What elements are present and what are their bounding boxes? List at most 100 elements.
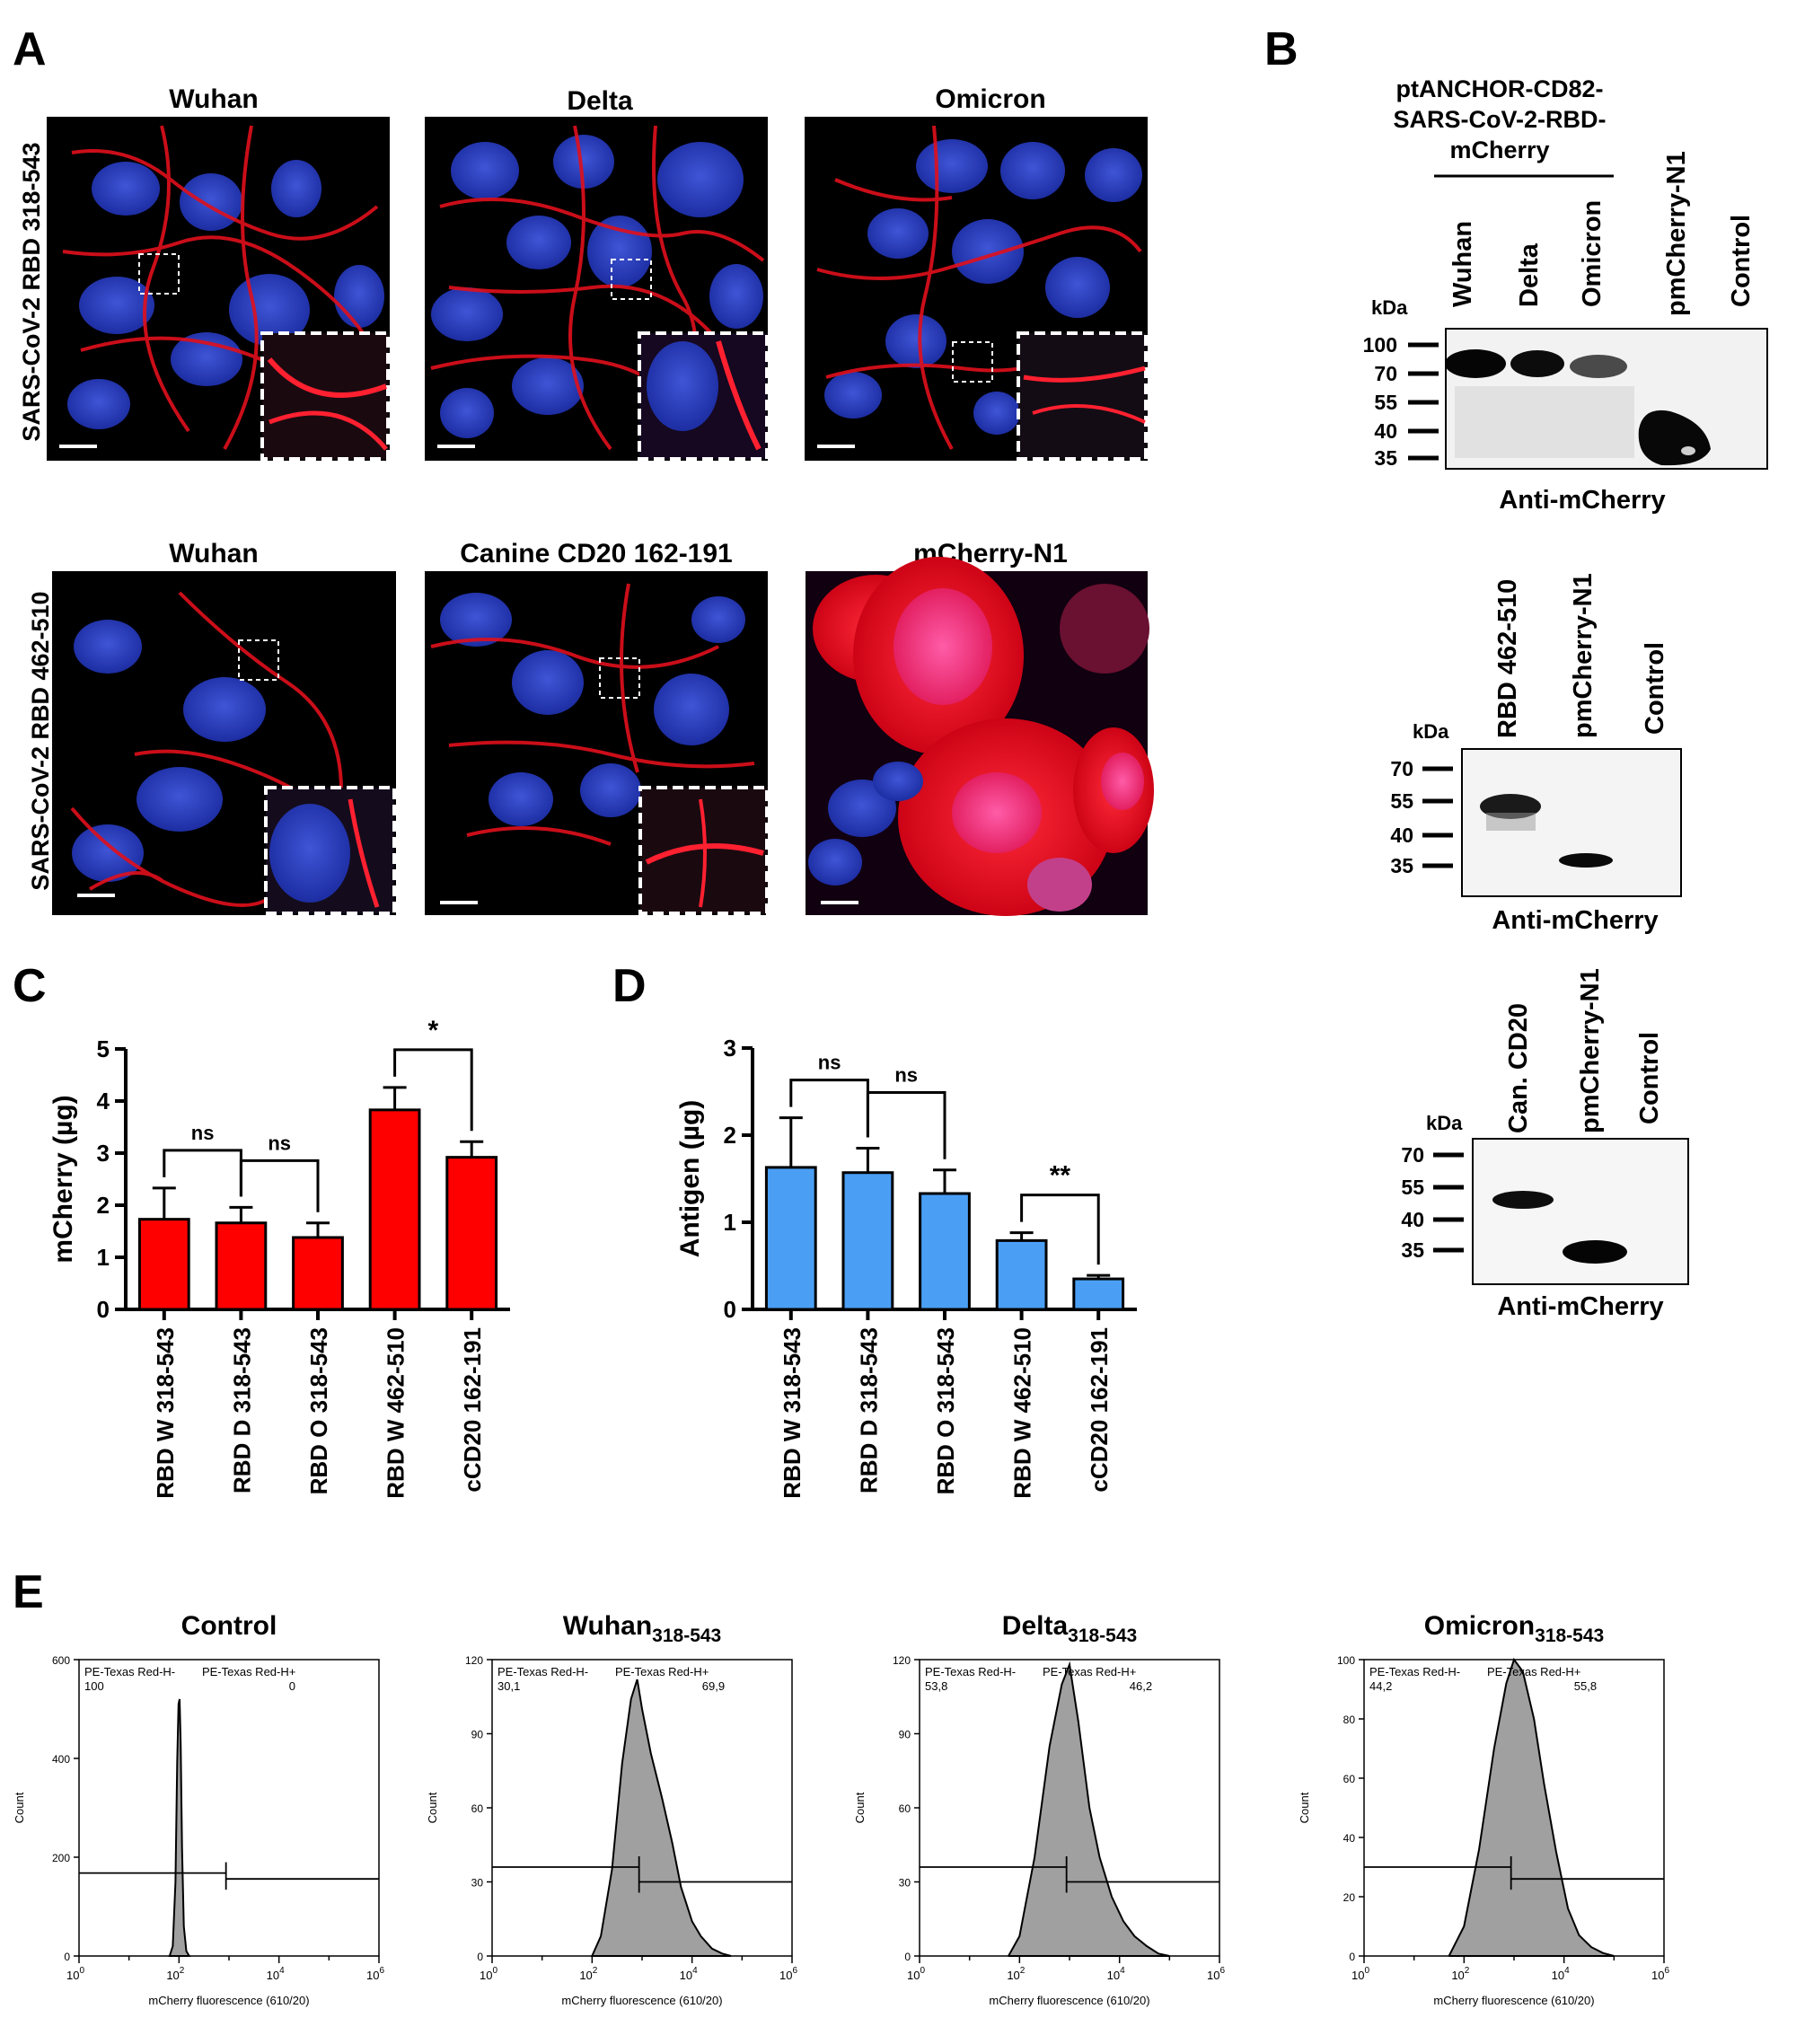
hist-e1-gate-neg-label: PE-Texas Red-H-: [84, 1665, 175, 1678]
hist-e3-gate-neg-label: PE-Texas Red-H-: [925, 1665, 1016, 1678]
panel-label-d: D: [612, 960, 647, 1012]
chart-d-significance-label: **: [1050, 1161, 1071, 1191]
hist-e3-gate-pos-label: PE-Texas Red-H+: [1043, 1665, 1136, 1678]
hist-e3-title-sub: 318-543: [1068, 1626, 1137, 1646]
histogram-wuhan: Wuhan318-543 0 30 60 90 120 100 102 104 106 mCherr…: [426, 1611, 797, 2007]
b1-marker-70: 70: [1374, 362, 1397, 385]
chart-c-significance-bracket: [239, 1159, 320, 1212]
chart-c-ytick-label: 3: [97, 1140, 110, 1167]
hist-e1-gate-pos-label: PE-Texas Red-H+: [202, 1665, 295, 1678]
chart-c-bar: [292, 1236, 344, 1311]
hist-e2-gate-neg-value: 30,1: [497, 1679, 520, 1693]
hist-e3-xtick-label: 106: [1207, 1966, 1225, 1982]
chart-d-significance-bracket: [866, 1091, 946, 1159]
chart-d-category-label: RBD O 318-543: [932, 1327, 959, 1494]
hist-e4-title-main: Omicron: [1424, 1611, 1535, 1641]
hist-e4-title: Omicron318-543: [1424, 1611, 1604, 1646]
hist-e3-title: Delta318-543: [1002, 1611, 1137, 1646]
chart-c-ylabel: mCherry (µg): [48, 1095, 78, 1263]
hist-e4-ytick-label: 0: [1349, 1951, 1355, 1963]
b1-lane-pmcherry: pmCherry-N1: [1662, 151, 1691, 316]
b3-marker-labels: 70 55 40 35: [1401, 1143, 1424, 1262]
hist-e3-histogram-area: [1008, 1661, 1170, 1957]
hist-e3-ytick-label: 30: [899, 1877, 911, 1890]
b3-marker-55: 55: [1401, 1176, 1424, 1199]
hist-e4-xtick-label: 104: [1552, 1966, 1570, 1982]
chart-c-significance-label: ns: [191, 1122, 215, 1144]
b3-membrane: [1472, 1138, 1689, 1285]
micrograph-mcherry-n1: [806, 557, 1154, 916]
hist-e1-xtick-label: 102: [166, 1966, 184, 1982]
chart-c-ytick-label: 5: [97, 1035, 110, 1062]
hist-e4-ytick-label: 20: [1343, 1891, 1356, 1904]
a-title-delta: Delta: [567, 86, 633, 116]
hist-e2-xtick-label: 104: [680, 1966, 698, 1982]
b1-construct-line1: ptANCHOR-CD82-: [1396, 75, 1604, 102]
chart-c-category-label: RBD W 318-543: [152, 1327, 179, 1499]
a-title-omicron: Omicron: [935, 84, 1045, 114]
hist-e2-gate-pos-label: PE-Texas Red-H+: [615, 1665, 709, 1678]
chart-d-category-label: RBD W 318-543: [779, 1327, 806, 1499]
b1-band-wuhan: [1445, 349, 1506, 378]
b1-band-delta: [1510, 350, 1564, 377]
chart-c-category-label: cCD20 162-191: [459, 1327, 486, 1493]
b3-antibody: Anti-mCherry: [1497, 1292, 1663, 1321]
b2-marker-55: 55: [1390, 789, 1413, 813]
hist-e3-ylabel: Count: [853, 1792, 867, 1823]
chart-c-bar: [445, 1156, 498, 1311]
hist-e4-gate-neg-label: PE-Texas Red-H-: [1369, 1665, 1460, 1678]
hist-e4-ytick-label: 100: [1337, 1654, 1355, 1667]
chart-c-bar: [137, 1218, 190, 1311]
b2-lane-pmcherry: pmCherry-N1: [1569, 573, 1598, 738]
hist-e4-histogram-area: [1448, 1657, 1615, 1957]
hist-e4-xtick-label: 106: [1651, 1966, 1669, 1982]
micrograph-wuhan-462: [52, 571, 396, 915]
chart-d-ytick-label: 1: [724, 1209, 736, 1236]
hist-e3-xtick-label: 104: [1107, 1966, 1125, 1982]
hist-e1-ytick-label: 0: [64, 1951, 70, 1963]
hist-e1-ylabel: Count: [13, 1792, 26, 1823]
chart-c-category-label: RBD O 318-543: [305, 1327, 332, 1494]
chart-c-ytick-label: 1: [97, 1244, 110, 1271]
b2-antibody: Anti-mCherry: [1492, 906, 1658, 935]
chart-d-significance-label: ns: [818, 1052, 841, 1074]
hist-e2-ytick-label: 60: [471, 1802, 484, 1815]
micrograph-delta-318: [425, 117, 769, 461]
hist-e3-ytick-label: 90: [899, 1729, 911, 1741]
a-title-wuhan-2: Wuhan: [169, 539, 258, 568]
b2-lane-rbd462: RBD 462-510: [1493, 579, 1522, 738]
hist-e1-title-main: Control: [181, 1611, 277, 1641]
chart-d-bar: [919, 1192, 971, 1311]
b3-lane-pmcherry: pmCherry-N1: [1576, 968, 1605, 1133]
chart-c-significance-bracket: [163, 1149, 242, 1197]
b1-marker-55: 55: [1374, 391, 1397, 414]
hist-e2-xtick-label: 106: [779, 1966, 797, 1982]
b1-construct-line3: mCherry: [1449, 137, 1549, 163]
b1-lane-delta: Delta: [1515, 242, 1544, 307]
chart-c-bar: [215, 1221, 268, 1311]
hist-e1-ytick-label: 400: [52, 1753, 70, 1766]
panel-b: ptANCHOR-CD82- SARS-CoV-2-RBD- mCherry W…: [1363, 75, 1768, 1321]
hist-e3-ytick-label: 120: [893, 1654, 911, 1667]
hist-e1-histogram-area: [168, 1698, 191, 1957]
b1-marker-labels: 100 70 55 40 35: [1363, 333, 1398, 470]
b1-lane-wuhan: Wuhan: [1448, 221, 1477, 307]
chart-d-significance-bracket: [789, 1079, 869, 1138]
hist-e4-title-sub: 318-543: [1535, 1626, 1604, 1646]
chart-c-ytick-label: 0: [97, 1296, 110, 1323]
b1-band-omicron: [1570, 355, 1627, 378]
hist-e3-gate-neg-value: 53,8: [925, 1679, 947, 1693]
chart-d-category-label: RBD D 318-543: [855, 1327, 882, 1493]
b2-kda: kDa: [1413, 720, 1449, 743]
bar-chart-d: 0 1 2 3 Antigen (µg) RBD W 318-543 RBD D 318-5…: [675, 1035, 1137, 1499]
b1-marker-35: 35: [1374, 446, 1397, 470]
hist-e4-ytick-label: 60: [1343, 1773, 1356, 1785]
hist-e2-title: Wuhan318-543: [563, 1611, 722, 1646]
hist-e2-ytick-label: 30: [471, 1877, 484, 1890]
chart-c-significance-bracket: [393, 1048, 473, 1132]
hist-e1-xtick-label: 106: [366, 1966, 384, 1982]
panel-label-e: E: [13, 1566, 44, 1618]
hist-e3-ytick-label: 0: [904, 1951, 911, 1963]
hist-e2-xtick-label: 100: [480, 1966, 497, 1982]
b1-marker-100: 100: [1363, 333, 1397, 357]
